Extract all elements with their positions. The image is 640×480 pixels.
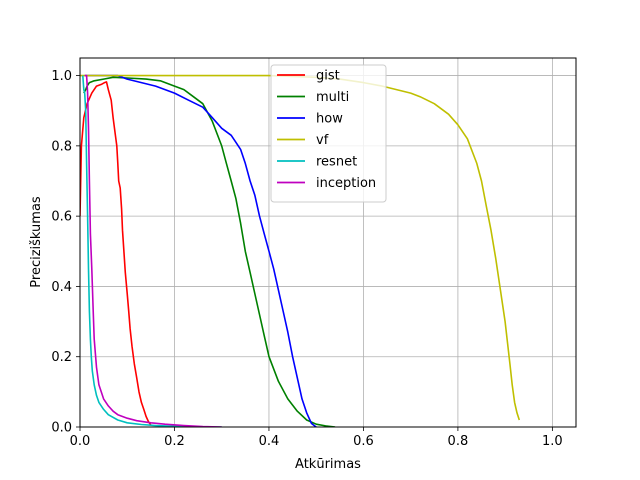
y-tick-label: 0.0 xyxy=(51,421,72,436)
legend-label-inception: inception xyxy=(316,176,376,191)
legend-box xyxy=(270,64,387,203)
legend-label-vf: vf xyxy=(316,133,329,148)
y-tick-label: 0.6 xyxy=(51,210,72,225)
axis-ticks: 0.0 0.2 0.4 0.6 0.8 1.0 0.0 0.2 0.4 0.6 0.8 1.0 xyxy=(51,69,562,449)
series-line-gist xyxy=(80,81,152,426)
x-tick-label: 0.6 xyxy=(353,434,374,449)
legend-label-resnet: resnet xyxy=(316,155,357,170)
x-tick-label: 0.4 xyxy=(259,434,280,449)
y-tick-label: 0.2 xyxy=(51,350,72,365)
x-tick-label: 1.0 xyxy=(542,434,563,449)
y-tick-label: 0.8 xyxy=(51,139,72,154)
series-line-inception xyxy=(84,74,222,427)
x-tick-label: 0.8 xyxy=(448,434,469,449)
series-line-resnet xyxy=(82,75,222,427)
plot-frame xyxy=(79,57,577,428)
x-tick-label: 0.0 xyxy=(70,434,91,449)
legend-label-how: how xyxy=(316,112,343,127)
x-axis-label: Atkūrimas xyxy=(295,457,361,472)
legend-label-multi: multi xyxy=(316,90,349,105)
y-axis-label: Preciziškumas xyxy=(29,196,44,288)
y-tick-label: 1.0 xyxy=(51,69,72,84)
x-tick-label: 0.2 xyxy=(164,434,185,449)
series-line-multi xyxy=(83,76,336,427)
legend: gist multi how vf resnet inception xyxy=(270,64,387,203)
series-line-how xyxy=(84,74,317,427)
legend-label-gist: gist xyxy=(316,69,340,84)
y-tick-label: 0.4 xyxy=(51,280,72,295)
